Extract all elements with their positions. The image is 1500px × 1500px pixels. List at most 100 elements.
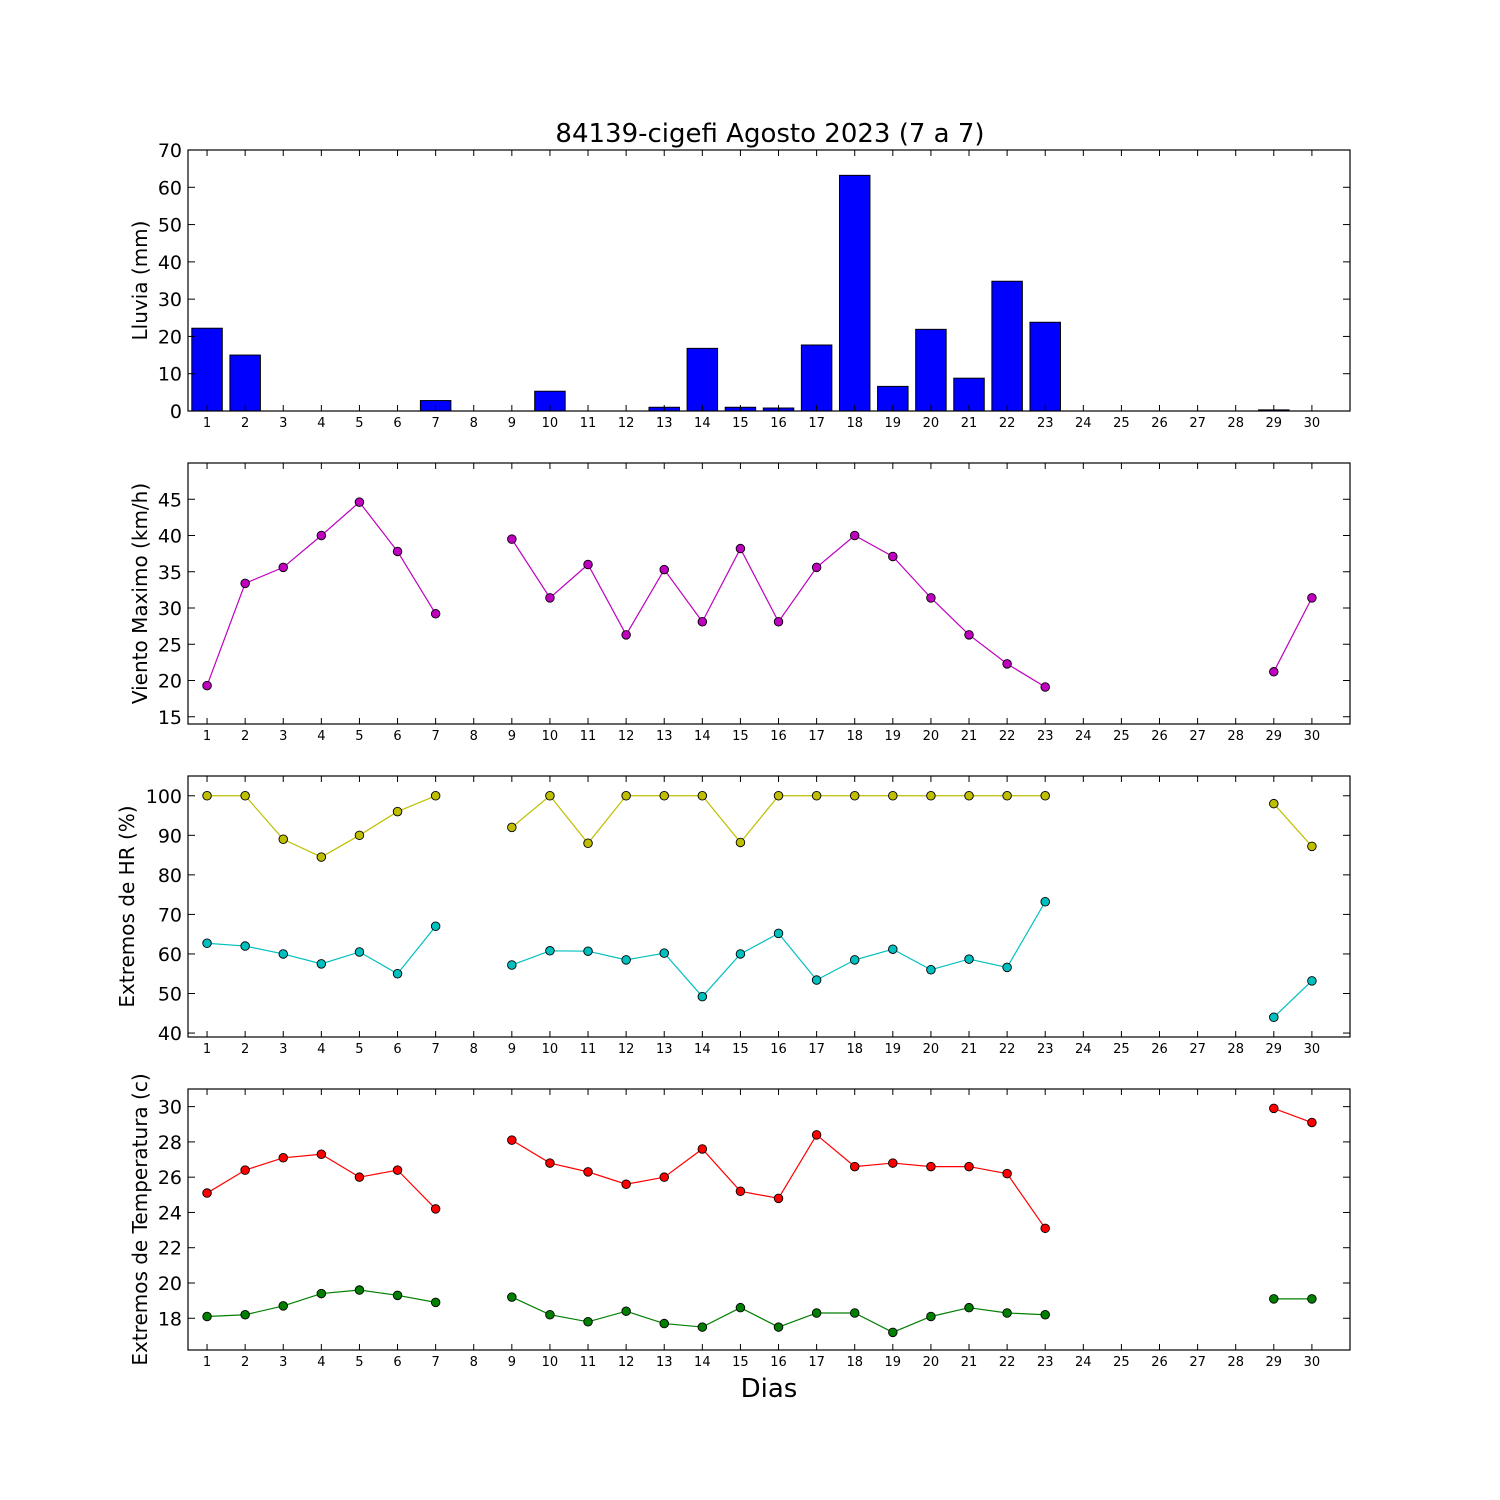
bar-day-2 [229, 354, 261, 412]
series-2-point-day-7 [430, 1297, 441, 1308]
x-tick-label: 17 [808, 1042, 825, 1057]
x-tick-label: 23 [1037, 729, 1054, 744]
x-tick-label: 16 [770, 1355, 787, 1370]
x-tick-label: 12 [618, 1355, 635, 1370]
x-tick-label: 17 [808, 416, 825, 431]
x-tick-label: 14 [694, 1042, 711, 1057]
x-tick-label: 8 [470, 1355, 478, 1370]
x-tick-label: 3 [279, 1355, 287, 1370]
y-tick-label: 50 [158, 215, 182, 237]
x-tick-label: 23 [1037, 1355, 1054, 1370]
series-2-point-day-30 [1307, 1294, 1317, 1304]
series-2-point-day-4 [316, 959, 327, 969]
series-1-point-day-4 [316, 530, 327, 541]
series-2-point-day-9 [507, 960, 517, 970]
x-tick-label: 2 [241, 1355, 249, 1370]
series-1-point-day-29 [1269, 1103, 1279, 1114]
x-tick-label: 2 [241, 729, 249, 744]
series-1-point-day-14 [697, 617, 708, 627]
x-tick-label: 24 [1075, 1042, 1092, 1057]
x-tick-label: 27 [1189, 729, 1206, 744]
series-1-point-day-2 [240, 1165, 250, 1175]
x-tick-label: 3 [279, 729, 287, 744]
series-1-point-day-5 [354, 1172, 365, 1182]
series-2-point-day-9 [507, 1292, 517, 1302]
x-tick-label: 22 [999, 1042, 1016, 1057]
x-tick-label: 8 [470, 1042, 478, 1057]
x-tick-label: 11 [580, 729, 597, 744]
series-1-line [1273, 1107, 1313, 1124]
x-tick-label: 9 [508, 1355, 516, 1370]
series-1-point-day-14 [697, 791, 708, 801]
series-1-point-day-11 [583, 838, 593, 848]
y-tick-label: 30 [158, 1097, 182, 1119]
series-2-point-day-18 [849, 1308, 860, 1318]
x-tick-label: 21 [961, 729, 978, 744]
series-1-point-day-16 [773, 617, 784, 627]
series-2-point-day-23 [1040, 897, 1050, 907]
x-tick-label: 24 [1075, 729, 1092, 744]
series-2-point-day-4 [316, 1288, 327, 1299]
series-2-point-day-30 [1307, 976, 1317, 986]
series-1-point-day-3 [278, 834, 289, 845]
x-tick-label: 8 [470, 416, 478, 431]
x-tick-label: 29 [1266, 416, 1283, 431]
x-tick-label: 26 [1151, 1355, 1168, 1370]
series-2-point-day-6 [392, 1290, 403, 1301]
series-1-point-day-16 [773, 791, 784, 801]
x-tick-label: 6 [393, 1042, 401, 1057]
series-1-point-day-23 [1040, 1223, 1050, 1234]
x-tick-label: 30 [1304, 1355, 1321, 1370]
x-tick-label: 21 [961, 416, 978, 431]
series-1-point-day-18 [849, 530, 860, 541]
x-tick-label: 22 [999, 729, 1016, 744]
x-tick-label: 4 [317, 729, 325, 744]
series-1-point-day-4 [316, 852, 327, 862]
y-tick-label: 40 [158, 1023, 182, 1045]
x-tick-label: 1 [203, 729, 211, 744]
x-tick-label: 30 [1304, 729, 1321, 744]
series-1-point-day-18 [849, 1161, 860, 1172]
x-tick-label: 7 [431, 1355, 439, 1370]
x-tick-label: 29 [1266, 729, 1283, 744]
x-tick-label: 1 [203, 416, 211, 431]
y-tick-label: 70 [158, 140, 182, 162]
series-1-point-day-19 [888, 1158, 898, 1168]
y-tick-label: 30 [158, 598, 182, 620]
x-tick-label: 5 [355, 416, 363, 431]
x-tick-label: 27 [1189, 1042, 1206, 1057]
series-2-point-day-22 [1002, 1308, 1012, 1318]
series-2-point-day-11 [583, 1317, 593, 1327]
x-tick-label: 21 [961, 1042, 978, 1057]
y-tick-label: 24 [158, 1202, 182, 1224]
series-2-point-day-29 [1269, 1294, 1279, 1304]
series-2-point-day-18 [849, 955, 860, 965]
series-2-point-day-10 [545, 946, 555, 956]
y-tick-label: 90 [158, 825, 182, 847]
y-tick-label: 80 [158, 865, 182, 887]
series-1-point-day-10 [545, 791, 555, 801]
y-tick-label: 15 [158, 707, 182, 729]
series-1-point-day-2 [240, 791, 250, 801]
x-tick-label: 26 [1151, 729, 1168, 744]
x-tick-label: 9 [508, 1042, 516, 1057]
x-tick-label: 10 [542, 729, 559, 744]
x-tick-label: 24 [1075, 1355, 1092, 1370]
x-tick-label: 22 [999, 1355, 1016, 1370]
y-tick-label: 50 [158, 984, 182, 1006]
x-tick-label: 6 [393, 729, 401, 744]
series-1-point-day-14 [697, 1144, 708, 1154]
series-1-point-day-11 [583, 1167, 593, 1177]
x-tick-label: 27 [1189, 416, 1206, 431]
series-1-line [511, 1133, 1046, 1229]
series-2-line [1273, 980, 1313, 1018]
series-2-point-day-19 [888, 1327, 898, 1338]
x-tick-label: 18 [846, 1355, 863, 1370]
series-2-point-day-16 [773, 1322, 784, 1332]
y-tick-label: 100 [146, 786, 182, 808]
x-tick-label: 12 [618, 729, 635, 744]
series-2-point-day-3 [278, 1301, 289, 1311]
